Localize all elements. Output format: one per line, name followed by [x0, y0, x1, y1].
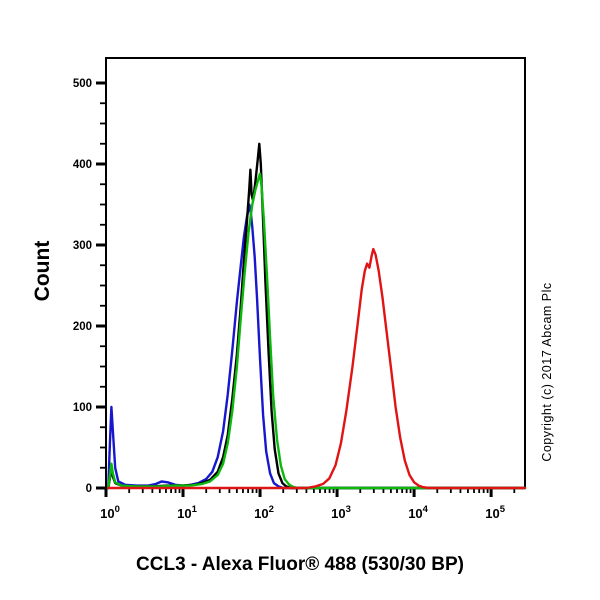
curve-control-black — [107, 142, 527, 490]
x-tick-label: 104 — [408, 504, 428, 521]
y-axis-label: Count — [31, 240, 54, 302]
y-tick-label: 400 — [73, 159, 92, 171]
x-tick-label: 103 — [331, 504, 351, 521]
curve-control-green — [107, 172, 527, 490]
y-tick-label: 200 — [73, 321, 92, 333]
x-tick-label: 100 — [100, 504, 120, 521]
y-tick-label: 0 — [86, 483, 92, 495]
copyright-notice: Copyright (c) 2017 Abcam Plc — [540, 282, 554, 462]
y-tick-label: 300 — [73, 240, 92, 252]
plot-frame — [105, 57, 526, 489]
x-tick-label: 105 — [485, 504, 505, 521]
x-axis-title: CCL3 - Alexa Fluor® 488 (530/30 BP) — [136, 554, 464, 575]
x-tick-label: 102 — [254, 504, 274, 521]
y-tick-label: 100 — [73, 402, 92, 414]
y-tick-label: 500 — [73, 78, 92, 90]
curve-control-blue — [107, 203, 527, 490]
curve-ccl3-red — [107, 247, 527, 490]
x-tick-label: 101 — [177, 504, 197, 521]
